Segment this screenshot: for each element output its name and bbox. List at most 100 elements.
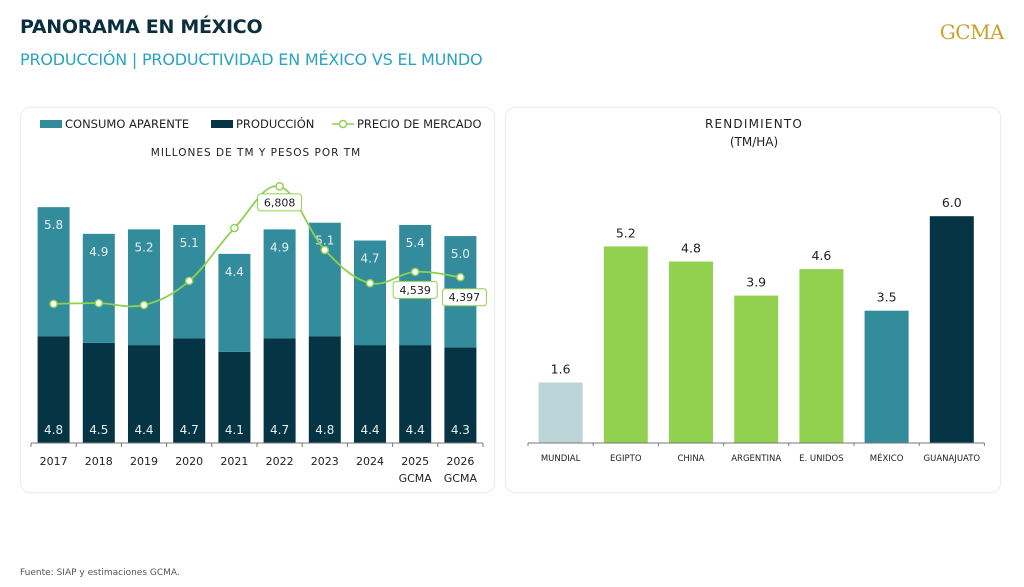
legend-consumo-swatch bbox=[40, 120, 62, 128]
yield-value-label: 4.8 bbox=[681, 241, 701, 256]
produccion-bar bbox=[128, 345, 160, 443]
legend-consumo-label: CONSUMO APARENTE bbox=[65, 117, 189, 131]
precio-data-label-box bbox=[441, 288, 487, 307]
produccion-value-label: 4.1 bbox=[225, 423, 244, 437]
consumo-bar bbox=[128, 229, 160, 346]
x-tick-label: MUNDIAL bbox=[541, 454, 581, 464]
left-chart-bars: 4.8 5.8 4.5 4.9 4.4 5.2 4.7 5.1 4.1 4.4 4.7 4.9 4.8 5… bbox=[37, 207, 477, 443]
x-tick-label: 2025 bbox=[401, 455, 429, 468]
precio-data-label: 6,808 bbox=[264, 196, 296, 209]
consumo-bar bbox=[82, 233, 115, 343]
x-tick-label: E. UNIDOS bbox=[799, 454, 844, 464]
precio-data-label-box bbox=[392, 280, 438, 299]
produccion-bar bbox=[308, 336, 341, 443]
produccion-value-label: 4.4 bbox=[134, 423, 153, 437]
consumo-value-label: 4.7 bbox=[360, 252, 379, 266]
consumo-bar bbox=[218, 253, 251, 352]
page-subtitle: PRODUCCIÓN | PRODUCTIVIDAD EN MÉXICO VS … bbox=[20, 50, 483, 69]
precio-marker bbox=[184, 276, 194, 286]
produccion-bar bbox=[354, 345, 386, 443]
consumo-value-label: 5.2 bbox=[134, 240, 153, 254]
yield-value-label: 4.6 bbox=[811, 248, 831, 263]
produccion-value-label: 4.3 bbox=[451, 423, 470, 437]
left-chart-price-line: 6,808 4,539 4,397 bbox=[49, 182, 487, 310]
precio-marker bbox=[365, 278, 375, 288]
produccion-bar bbox=[218, 351, 251, 443]
consumo-value-label: 4.9 bbox=[270, 240, 289, 254]
x-tick-label: ARGENTINA bbox=[731, 454, 781, 464]
right-chart-x-axis: MUNDIAL EGIPTO CHINA ARGENTINA E. UNIDOS MÉXI… bbox=[527, 442, 985, 464]
produccion-bar bbox=[263, 338, 296, 443]
yield-bar bbox=[669, 261, 713, 443]
produccion-bar bbox=[82, 342, 115, 443]
precio-marker bbox=[410, 267, 420, 277]
consumo-value-label: 4.4 bbox=[225, 265, 244, 279]
yield-value-label: 5.2 bbox=[616, 225, 636, 240]
precio-marker bbox=[94, 298, 104, 308]
x-tick-label: 2020 bbox=[175, 455, 203, 468]
x-tick-label: 2017 bbox=[40, 455, 68, 468]
x-tick-label: GUANAJUATO bbox=[924, 454, 981, 464]
gcma-logo: GCMA bbox=[939, 20, 1005, 44]
consumo-value-label: 5.8 bbox=[44, 218, 63, 232]
x-tick-sublabel: GCMA bbox=[444, 472, 478, 485]
legend-precio-label: PRECIO DE MERCADO bbox=[357, 117, 482, 131]
consumo-bar bbox=[354, 240, 386, 346]
x-tick-label: 2023 bbox=[311, 455, 339, 468]
consumo-value-label: 5.1 bbox=[180, 236, 199, 250]
consumo-bar bbox=[37, 207, 70, 337]
precio-data-label: 4,539 bbox=[399, 284, 431, 297]
yield-bar bbox=[929, 216, 974, 443]
precio-marker bbox=[456, 272, 465, 282]
produccion-value-label: 4.7 bbox=[180, 423, 199, 437]
page-title: PANORAMA EN MÉXICO bbox=[20, 16, 263, 38]
consumo-value-label: 4.9 bbox=[89, 245, 108, 259]
left-chart-title: MILLONES DE TM Y PESOS POR TM bbox=[151, 147, 361, 159]
left-chart-x-axis: 2017 2018 2019 2020 2021 2022 2023 2024 2025 GCMA… bbox=[30, 442, 484, 485]
yield-bar bbox=[603, 246, 648, 443]
x-tick-sublabel: GCMA bbox=[399, 472, 433, 485]
x-tick-label: 2019 bbox=[130, 455, 158, 468]
yield-value-label: 1.6 bbox=[551, 362, 571, 377]
consumo-value-label: 5.0 bbox=[451, 247, 470, 261]
precio-marker bbox=[320, 245, 330, 255]
x-tick-label: 2018 bbox=[85, 455, 113, 468]
right-chart-bars: 1.6 5.2 4.8 3.9 4.6 3.5 6.0 bbox=[538, 195, 974, 443]
produccion-value-label: 4.4 bbox=[360, 423, 379, 437]
precio-data-label: 4,397 bbox=[449, 291, 481, 304]
legend-produccion-swatch bbox=[211, 120, 233, 128]
produccion-value-label: 4.8 bbox=[44, 423, 63, 437]
x-tick-label: 2024 bbox=[356, 455, 384, 468]
x-tick-label: 2022 bbox=[266, 455, 294, 468]
x-tick-label: MÉXICO bbox=[870, 452, 904, 464]
produccion-bar bbox=[399, 345, 432, 443]
x-tick-label: EGIPTO bbox=[610, 454, 642, 464]
precio-marker bbox=[230, 223, 239, 233]
x-tick-label: 2026 bbox=[446, 455, 474, 468]
yield-value-label: 6.0 bbox=[942, 195, 962, 210]
yield-value-label: 3.5 bbox=[877, 290, 897, 305]
consumo-value-label: 5.4 bbox=[406, 236, 425, 250]
yield-value-label: 3.9 bbox=[746, 275, 766, 290]
produccion-bar bbox=[444, 347, 477, 443]
yield-bar bbox=[864, 310, 909, 443]
produccion-value-label: 4.8 bbox=[315, 423, 334, 437]
x-tick-label: CHINA bbox=[677, 454, 704, 464]
yield-bar bbox=[538, 382, 583, 443]
produccion-value-label: 4.7 bbox=[270, 423, 289, 437]
legend-precio-marker-icon bbox=[338, 119, 348, 129]
x-tick-label: 2021 bbox=[220, 455, 248, 468]
precio-marker bbox=[49, 299, 58, 309]
produccion-bar bbox=[37, 336, 70, 443]
produccion-value-label: 4.4 bbox=[406, 423, 425, 437]
right-chart-subtitle: (TM/HA) bbox=[730, 135, 778, 149]
consumo-bar bbox=[263, 229, 296, 339]
consumo-bar bbox=[308, 222, 341, 337]
legend-produccion-label: PRODUCCIÓN bbox=[236, 116, 314, 131]
yield-bar bbox=[799, 269, 844, 443]
precio-data-label-box bbox=[257, 193, 303, 212]
left-chart-legend: CONSUMO APARENTE PRODUCCIÓN PRECIO DE ME… bbox=[40, 116, 482, 131]
source-footnote: Fuente: SIAP y estimaciones GCMA. bbox=[20, 568, 180, 578]
precio-marker bbox=[139, 300, 149, 310]
